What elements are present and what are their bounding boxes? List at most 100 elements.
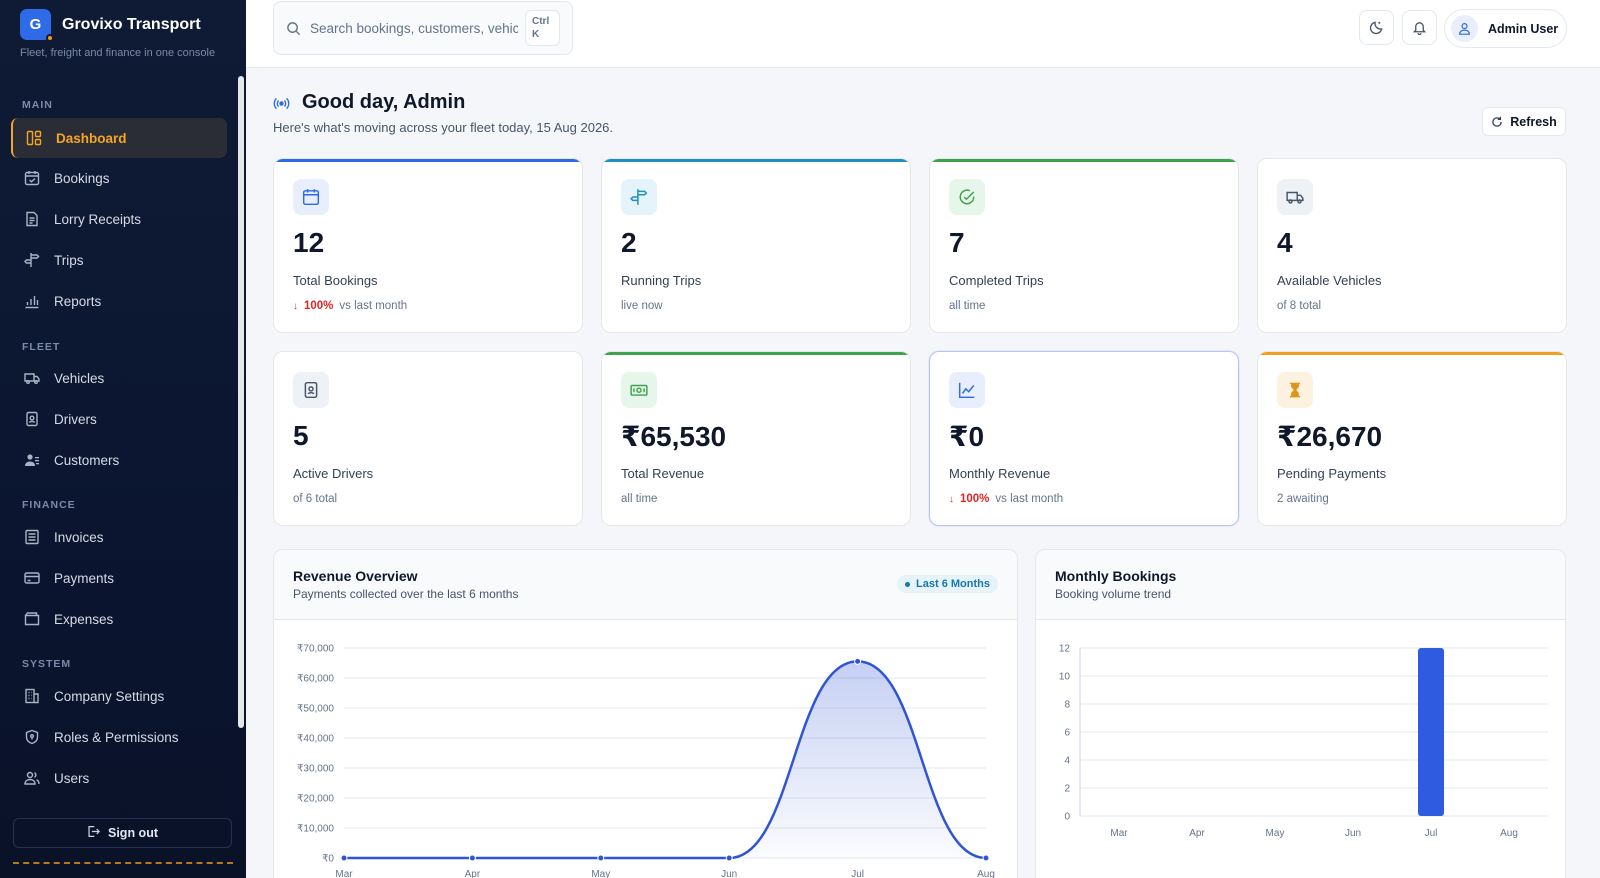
x-tick-label: Mar [1110, 828, 1128, 839]
sidebar-item-company-settings[interactable]: Company Settings [11, 676, 227, 716]
user-icon [1458, 22, 1471, 35]
panel-title: Revenue Overview [293, 568, 418, 584]
sidebar-item-drivers[interactable]: Drivers [11, 399, 227, 439]
x-tick-label: Aug [1500, 828, 1518, 839]
stat-card-completed-trips[interactable]: 7 Completed Trips all time [929, 158, 1239, 333]
stat-card-monthly-revenue[interactable]: ₹0 Monthly Revenue ↓ 100% vs last month [929, 351, 1239, 526]
y-tick-label: ₹50,000 [297, 704, 334, 715]
x-tick-label: May [1266, 828, 1285, 839]
divider [13, 862, 233, 864]
sidebar-item-bookings[interactable]: Bookings [11, 158, 227, 198]
sidebar-item-dashboard[interactable]: Dashboard [11, 118, 227, 158]
sidebar-item-trips[interactable]: Trips [11, 240, 227, 280]
stat-card-running-trips[interactable]: 2 Running Trips live now [601, 158, 911, 333]
search-icon [286, 21, 301, 36]
search-box[interactable]: Ctrl K [273, 1, 573, 55]
calendar-check-icon [24, 170, 40, 186]
brand-logo: G [20, 9, 54, 42]
revenue-overview-panel: Revenue Overview Payments collected over… [273, 549, 1018, 878]
sign-out-button[interactable]: Sign out [13, 818, 232, 848]
sidebar-item-reports[interactable]: Reports [11, 281, 227, 321]
theme-toggle-button[interactable] [1359, 10, 1394, 45]
stat-trend-percent: 100% [960, 493, 990, 505]
stat-card-pending-payments[interactable]: ₹26,670 Pending Payments 2 awaiting [1257, 351, 1567, 526]
sidebar-item-users[interactable]: Users [11, 758, 227, 798]
y-tick-label: ₹0 [322, 854, 334, 865]
bar-chart-icon [24, 293, 40, 309]
section-label-finance: FINANCE [22, 499, 76, 511]
sidebar-item-invoices[interactable]: Invoices [11, 517, 227, 557]
stat-value: ₹0 [949, 421, 985, 452]
sidebar-item-label: Payments [54, 570, 115, 586]
credit-card-icon [24, 570, 40, 586]
sidebar-item-label: Users [54, 770, 90, 786]
sidebar-item-label: Customers [54, 452, 120, 468]
stat-card-active-drivers[interactable]: 5 Active Drivers of 6 total [273, 351, 583, 526]
bar [1418, 648, 1444, 816]
monthly-bookings-panel: Monthly Bookings Booking volume trend 0 2… [1035, 549, 1566, 878]
y-tick-label: 4 [1064, 756, 1070, 767]
brand[interactable]: G Grovixo Transport [20, 9, 201, 42]
invoice-icon [24, 529, 40, 545]
y-tick-label: ₹30,000 [297, 764, 334, 775]
sidebar: G Grovixo Transport Fleet, freight and f… [0, 0, 246, 878]
sidebar-item-label: Company Settings [54, 688, 165, 704]
panel-subtitle: Payments collected over the last 6 month… [293, 587, 519, 601]
user-menu-button[interactable]: Admin User [1444, 9, 1567, 48]
y-tick-label: 0 [1064, 812, 1070, 823]
stat-card-total-revenue[interactable]: ₹65,530 Total Revenue all time [601, 351, 911, 526]
stat-label: Available Vehicles [1277, 273, 1382, 288]
sidebar-item-label: Trips [54, 252, 84, 268]
y-tick-label: ₹20,000 [297, 794, 334, 805]
truck-icon [24, 370, 40, 386]
signpost-icon [621, 179, 657, 215]
section-label-main: MAIN [22, 99, 53, 111]
stat-sub: 2 awaiting [1277, 493, 1329, 505]
sidebar-scrollbar[interactable] [238, 76, 244, 728]
search-input[interactable] [310, 20, 518, 36]
sidebar-item-label: Drivers [54, 411, 97, 427]
stat-label: Pending Payments [1277, 466, 1387, 481]
truck-icon [1277, 179, 1313, 215]
hourglass-icon [1277, 372, 1313, 408]
y-tick-label: ₹40,000 [297, 734, 334, 745]
user-name: Admin User [1488, 21, 1559, 36]
y-tick-label: 2 [1064, 784, 1070, 795]
stat-label: Running Trips [621, 273, 702, 288]
sidebar-item-label: Invoices [54, 529, 104, 545]
sidebar-item-customers[interactable]: Customers [11, 440, 227, 480]
refresh-button[interactable]: Refresh [1482, 107, 1566, 136]
notifications-button[interactable] [1402, 10, 1437, 45]
refresh-icon [1491, 116, 1503, 128]
sidebar-item-lorry-receipts[interactable]: Lorry Receipts [11, 199, 227, 239]
y-tick-label: 8 [1064, 700, 1070, 711]
sidebar-item-label: Expenses [54, 611, 114, 627]
card-accent [602, 159, 910, 162]
sidebar-item-expenses[interactable]: Expenses [11, 599, 227, 639]
stat-card-total-bookings[interactable]: 12 Total Bookings ↓ 100% vs last month [273, 158, 583, 333]
revenue-chart: ₹0 ₹10,000 ₹20,000 ₹30,000 ₹40,000 ₹50,000 ₹60… [297, 644, 995, 878]
period-badge[interactable]: Last 6 Months [897, 575, 998, 593]
stat-value: ₹26,670 [1277, 421, 1383, 452]
moon-icon [1369, 20, 1384, 35]
section-label-system: SYSTEM [22, 658, 72, 670]
stat-trend: ↓ 100% vs last month [949, 493, 1063, 505]
cash-icon [621, 372, 657, 408]
sidebar-item-payments[interactable]: Payments [11, 558, 227, 598]
sidebar-item-vehicles[interactable]: Vehicles [11, 358, 227, 398]
stat-value: 2 [621, 227, 637, 258]
sidebar-item-label: Dashboard [56, 130, 127, 146]
x-tick-label: Apr [1189, 828, 1205, 839]
stat-card-available-vehicles[interactable]: 4 Available Vehicles of 8 total [1257, 158, 1567, 333]
x-tick-label: Jun [1345, 828, 1361, 839]
shield-icon [24, 729, 40, 745]
check-circle-icon [949, 179, 985, 215]
stat-label: Completed Trips [949, 273, 1044, 288]
data-point [982, 854, 990, 862]
stat-value: 7 [949, 227, 965, 258]
badge-label: Last 6 Months [916, 578, 990, 590]
top-bar: Ctrl K Admin User [246, 0, 1600, 68]
users-icon [24, 770, 40, 786]
sidebar-item-roles-permissions[interactable]: Roles & Permissions [11, 717, 227, 757]
brand-logo-letter: G [29, 16, 42, 33]
